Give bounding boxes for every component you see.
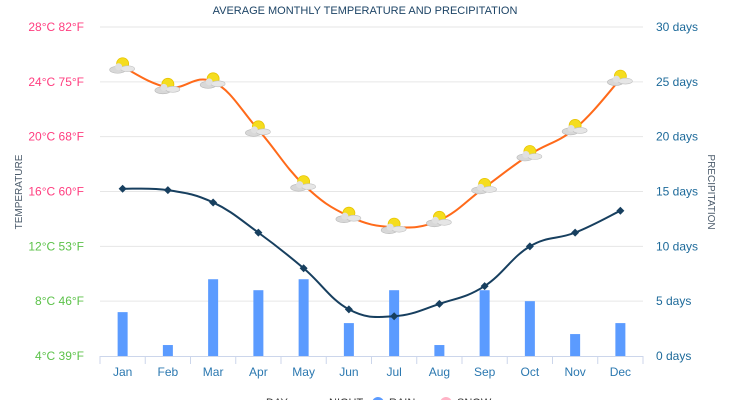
x-tick-label: Sep <box>474 365 496 379</box>
rain-bar <box>479 290 490 356</box>
y-left-tick-label: 20°C 68°F <box>28 130 84 144</box>
sun-cloud-icon <box>109 57 135 74</box>
night-point <box>571 228 580 237</box>
y-axis-left-label: TEMPERATURE <box>14 154 25 229</box>
y-right-tick-label: 5 days <box>656 294 691 308</box>
night-point <box>344 305 353 314</box>
chart-title: AVERAGE MONTHLY TEMPERATURE AND PRECIPIT… <box>213 5 518 17</box>
sun-cloud-icon <box>471 177 497 195</box>
rain-bar <box>615 323 626 356</box>
rain-bar <box>389 290 400 356</box>
night-point <box>163 186 172 195</box>
y-axis-right-label: PRECIPITATION <box>705 154 716 229</box>
night-line <box>122 187 621 319</box>
sun-cloud-icon <box>199 72 226 89</box>
y-right-tick-label: 0 days <box>656 349 691 363</box>
y-right-tick-label: 10 days <box>656 239 698 253</box>
day-line <box>122 65 622 229</box>
night-point <box>480 282 489 291</box>
night-point <box>525 242 534 251</box>
sun-cloud-icon <box>426 210 452 228</box>
night-point <box>435 299 444 308</box>
x-tick-label: Dec <box>610 365 631 379</box>
night-point <box>616 206 625 215</box>
sun-cloud-icon <box>561 119 588 136</box>
rain-bar <box>162 345 173 356</box>
sun-cloud-icon <box>380 217 407 234</box>
x-tick-label: Apr <box>249 365 268 379</box>
night-point <box>254 228 263 237</box>
x-tick-label: Jul <box>386 365 401 379</box>
x-tick-label: Mar <box>203 365 224 379</box>
rain-bar <box>434 345 445 356</box>
sun-cloud-icon <box>516 145 543 162</box>
x-tick-label: Jun <box>339 365 358 379</box>
rain-bar <box>570 334 581 356</box>
x-tick-label: Feb <box>158 365 179 379</box>
night-point <box>299 264 308 273</box>
x-tick-label: Aug <box>429 365 450 379</box>
rain-bar <box>253 290 264 356</box>
y-right-tick-label: 25 days <box>656 75 698 89</box>
rain-bar <box>298 279 309 356</box>
sun-cloud-icon <box>154 77 181 95</box>
rain-bar <box>117 312 128 356</box>
y-left-tick-label: 24°C 75°F <box>28 75 84 89</box>
y-right-tick-label: 15 days <box>656 185 698 199</box>
rain-bar <box>208 279 219 356</box>
y-left-tick-label: 4°C 39°F <box>35 349 84 363</box>
night-point <box>209 198 218 207</box>
sun-cloud-icon <box>245 120 271 137</box>
y-left-tick-label: 8°C 46°F <box>35 294 84 308</box>
x-tick-label: Jan <box>113 365 132 379</box>
night-point <box>118 184 127 193</box>
sun-cloud-icon <box>335 206 362 223</box>
rain-bar <box>343 323 354 356</box>
y-right-tick-label: 30 days <box>656 20 698 34</box>
sun-cloud-icon <box>290 175 316 192</box>
x-tick-label: Oct <box>521 365 540 379</box>
y-left-tick-label: 12°C 53°F <box>28 239 84 253</box>
y-left-tick-label: 16°C 60°F <box>28 185 84 199</box>
x-tick-label: May <box>292 365 315 379</box>
night-point <box>390 312 399 321</box>
y-left-tick-label: 28°C 82°F <box>28 20 84 34</box>
y-right-tick-label: 20 days <box>656 130 698 144</box>
sun-cloud-icon <box>607 69 633 86</box>
rain-bar <box>524 301 535 356</box>
x-tick-label: Nov <box>564 365 585 379</box>
